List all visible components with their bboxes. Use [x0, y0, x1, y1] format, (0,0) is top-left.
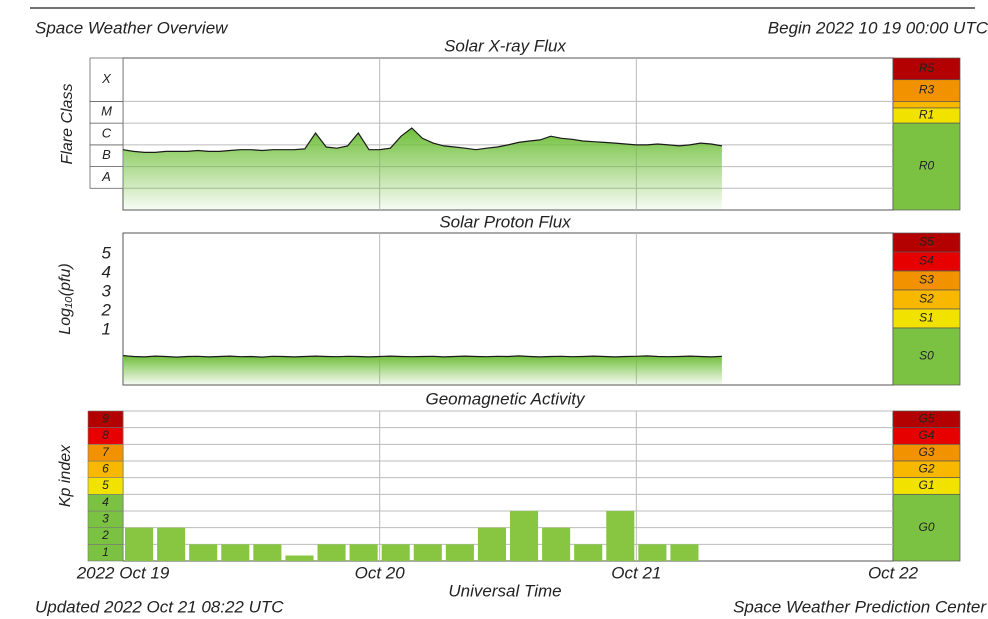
flux-area — [123, 355, 722, 385]
flux-area — [123, 128, 722, 210]
y-tick-label: 9 — [102, 412, 109, 426]
scale-band — [892, 122, 961, 211]
y-tick-label: 2 — [101, 300, 112, 319]
kp-bar — [125, 527, 154, 561]
scale-label: G1 — [918, 478, 934, 492]
scale-label: S0 — [919, 349, 934, 363]
kp-bar — [477, 527, 506, 561]
scale-label: G3 — [918, 445, 934, 459]
kp-bar — [445, 544, 474, 561]
scale-label: R1 — [919, 108, 934, 122]
y-tick-label: M — [101, 104, 112, 119]
scale-band — [892, 493, 961, 562]
y-tick-cell — [89, 57, 124, 102]
kp-bar — [157, 527, 186, 561]
y-tick-label: 4 — [102, 495, 109, 509]
flux-line — [122, 355, 722, 358]
y-tick-label: 7 — [102, 445, 110, 459]
y-tick-label: 3 — [102, 281, 112, 300]
updated: Updated 2022 Oct 21 08:22 UTC — [35, 597, 284, 616]
scale-label: R0 — [919, 159, 935, 173]
scale-label: G0 — [918, 520, 934, 534]
header-title: Space Weather Overview — [35, 18, 229, 37]
scale-label: S1 — [919, 311, 934, 325]
panel-title: Solar X-ray Flux — [444, 36, 566, 55]
kp-bar — [221, 544, 250, 561]
panel-title: Geomagnetic Activity — [425, 389, 586, 408]
x-axis-label: Universal Time — [448, 581, 561, 600]
kp-bar — [381, 544, 410, 561]
scale-label: R3 — [919, 83, 935, 97]
x-tick-label: 2022 Oct 19 — [76, 563, 170, 582]
kp-bar — [317, 544, 346, 561]
y-axis-label: Flare Class — [59, 84, 76, 165]
y-tick-label: 2 — [101, 528, 109, 542]
header-begin: Begin 2022 10 19 00:00 UTC — [768, 18, 988, 37]
kp-bar — [574, 544, 603, 561]
y-tick-label: X — [101, 71, 112, 86]
y-axis-label: Log₁₀(pfu) — [57, 263, 74, 334]
scale-label: G5 — [918, 412, 934, 426]
scale-label: G2 — [918, 462, 934, 476]
credit: Space Weather Prediction Center — [733, 597, 987, 616]
y-tick-label: 6 — [102, 462, 109, 476]
y-tick-label: 5 — [102, 478, 109, 492]
kp-bar — [189, 544, 218, 561]
x-tick-label: Oct 22 — [868, 563, 919, 582]
scale-label: S2 — [919, 292, 934, 306]
y-tick-label: A — [101, 169, 111, 184]
y-tick-label: 1 — [102, 319, 111, 338]
kp-bar — [285, 555, 314, 561]
scale-band — [892, 327, 961, 386]
y-tick-label: C — [102, 125, 112, 140]
y-axis-label: Kp index — [57, 444, 74, 507]
kp-bar — [349, 544, 378, 561]
kp-bar — [638, 544, 667, 561]
plot-area — [122, 410, 894, 562]
y-tick-label: 5 — [102, 243, 112, 262]
y-tick-label: B — [102, 147, 111, 162]
scale-label: S5 — [919, 235, 934, 249]
y-tick-label: 8 — [102, 428, 109, 442]
y-tick-label: 3 — [102, 512, 109, 526]
kp-bar — [253, 544, 282, 561]
kp-bar — [510, 511, 539, 561]
kp-bar — [542, 527, 571, 561]
flux-line — [122, 127, 723, 153]
y-tick-label: 4 — [102, 262, 111, 281]
scale-label: S3 — [919, 273, 934, 287]
kp-bar — [670, 544, 699, 561]
kp-bar — [606, 511, 635, 561]
x-tick-label: Oct 20 — [355, 563, 406, 582]
scale-label: G4 — [918, 428, 934, 442]
x-tick-label: Oct 21 — [611, 563, 661, 582]
y-tick-cell — [87, 410, 124, 428]
kp-bar — [413, 544, 442, 561]
scale-label: R5 — [919, 61, 935, 75]
y-tick-label: 1 — [102, 545, 109, 559]
scale-label: S4 — [919, 254, 934, 268]
panel-title: Solar Proton Flux — [439, 212, 571, 231]
